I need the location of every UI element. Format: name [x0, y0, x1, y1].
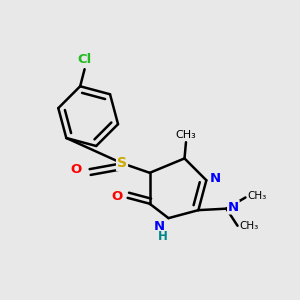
Text: CH₃: CH₃ [247, 191, 266, 201]
Text: H: H [158, 230, 168, 243]
Text: O: O [70, 163, 81, 176]
Text: CH₃: CH₃ [239, 221, 258, 231]
Text: N: N [228, 201, 239, 214]
Text: S: S [117, 156, 127, 170]
Text: CH₃: CH₃ [176, 130, 196, 140]
Text: N: N [210, 172, 221, 185]
Text: O: O [111, 190, 122, 203]
Text: N: N [154, 220, 165, 232]
Text: Cl: Cl [77, 53, 92, 66]
